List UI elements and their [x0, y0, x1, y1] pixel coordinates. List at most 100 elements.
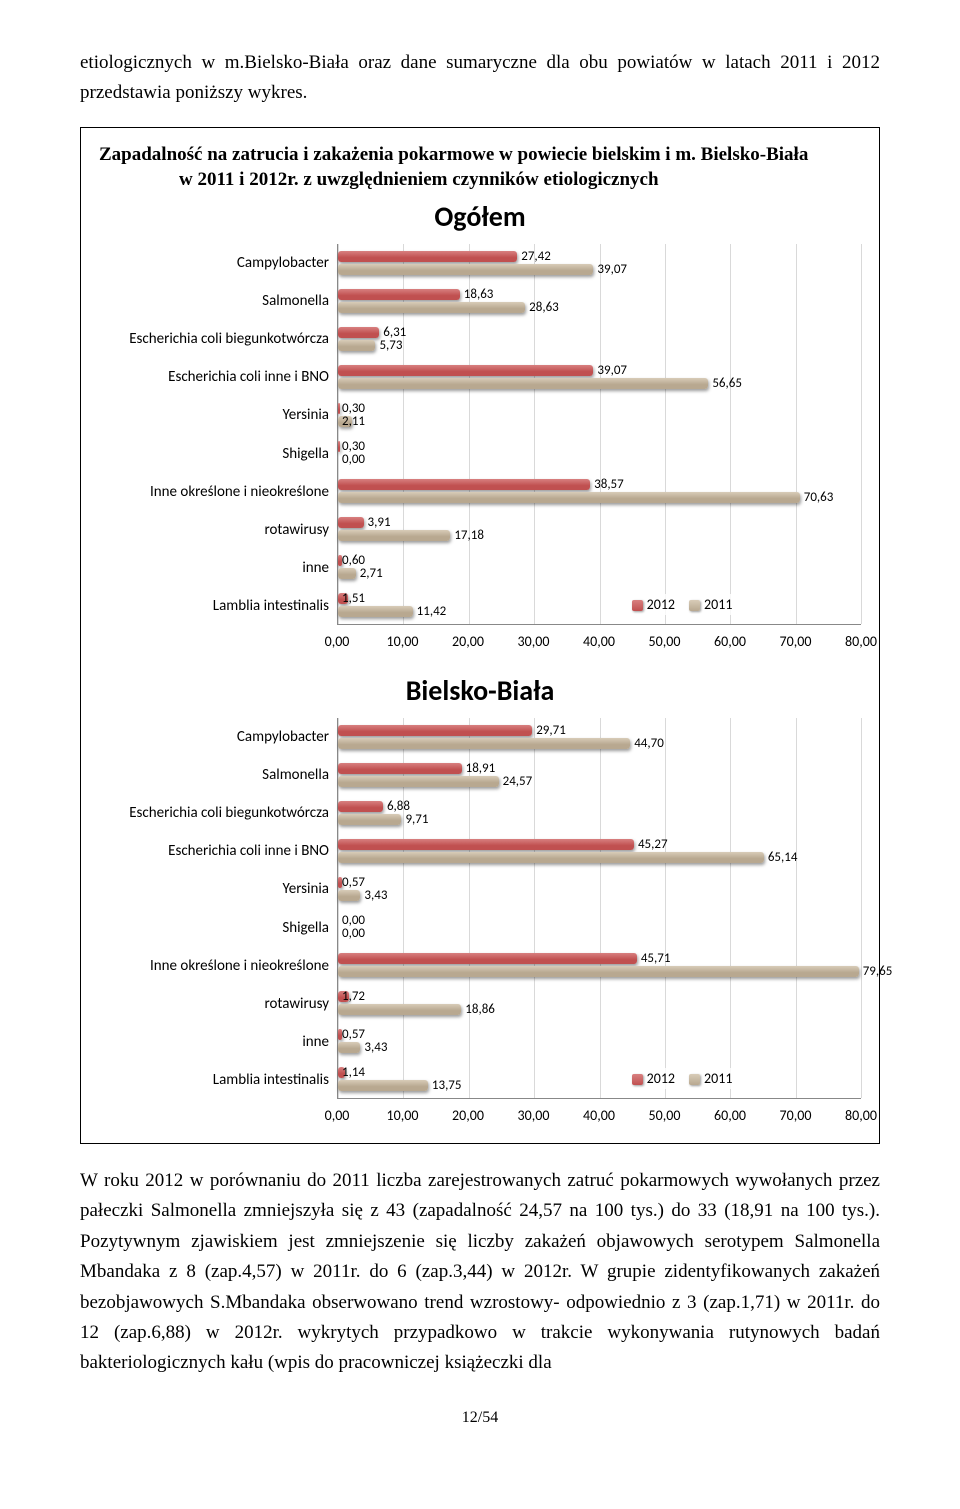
- category-label: Shigella: [99, 909, 329, 947]
- bar-value-label: 2,11: [342, 414, 365, 429]
- bar: 11,42: [338, 606, 413, 617]
- chart1-category-labels: CampylobacterSalmonellaEscherichia coli …: [99, 244, 337, 625]
- bar: 2,11: [338, 416, 352, 427]
- bar: 13,75: [338, 1080, 428, 1091]
- legend: 2012 2011: [626, 594, 739, 615]
- bar-group: 0,573,43: [338, 870, 861, 908]
- frame-title-line1: Zapadalność na zatrucia i zakażenia poka…: [99, 144, 808, 165]
- xtick-label: 80,00: [845, 1107, 877, 1124]
- chart2: CampylobacterSalmonellaEscherichia coli …: [99, 718, 861, 1099]
- bar-group: 0,300,00: [338, 434, 861, 472]
- bar: 45,27: [338, 839, 634, 850]
- category-label: Campylobacter: [99, 244, 329, 282]
- bar: 29,71: [338, 725, 532, 736]
- bar-group: 45,2765,14: [338, 832, 861, 870]
- bar-group: 0,57 3,43: [338, 1022, 861, 1060]
- bar-group: 45,7179,65: [338, 946, 861, 984]
- bar: 5,73: [338, 340, 375, 351]
- bar-value-label: 17,18: [454, 528, 484, 543]
- bar-group: 18,9124,57: [338, 756, 861, 794]
- bar-value-label: 2,71: [360, 566, 383, 581]
- bar: 65,14: [338, 852, 764, 863]
- chart1-xaxis: 0,0010,0020,0030,0040,0050,0060,0070,008…: [337, 633, 861, 655]
- bar-value-label: 11,42: [417, 604, 447, 619]
- xtick-label: 10,00: [387, 1107, 419, 1124]
- bar: 79,65: [338, 966, 859, 977]
- bar: 44,70: [338, 738, 630, 749]
- xtick-label: 40,00: [583, 633, 615, 650]
- bar: 6,31: [338, 327, 379, 338]
- bar-group: 0,000,00: [338, 908, 861, 946]
- bar: 39,07: [338, 365, 593, 376]
- xtick-label: 70,00: [780, 1107, 812, 1124]
- chart2-category-labels: CampylobacterSalmonellaEscherichia coli …: [99, 718, 337, 1099]
- bar-value-label: 79,65: [863, 964, 893, 979]
- legend-label: 2012: [647, 596, 675, 613]
- bar-group: 1,51 11,42: [338, 586, 861, 624]
- legend-swatch: [689, 600, 700, 611]
- xtick-label: 60,00: [714, 1107, 746, 1124]
- category-label: Lamblia intestinalis: [99, 1061, 329, 1099]
- bar-group: 27,4239,07: [338, 244, 861, 282]
- bar-group: 18,63 28,63: [338, 282, 861, 320]
- bar-group: 38,5770,63: [338, 472, 861, 510]
- bar: 18,63: [338, 289, 460, 300]
- xtick-label: 0,00: [325, 633, 350, 650]
- bar-value-label: 0,57: [342, 875, 365, 890]
- legend: 2012 2011: [626, 1068, 739, 1089]
- legend-label: 2012: [647, 1070, 675, 1087]
- bar-value-label: 45,27: [638, 837, 668, 852]
- bar-value-label: 1,14: [342, 1065, 365, 1080]
- category-label: Escherichia coli biegunkotwórcza: [99, 794, 329, 832]
- bars-container: 27,4239,0718,6328,636,315,7339,0756,650,…: [338, 244, 861, 624]
- chart-frame-title: Zapadalność na zatrucia i zakażenia poka…: [99, 142, 861, 193]
- bar: 0,57: [338, 1029, 342, 1040]
- bar: 1,72: [338, 991, 349, 1002]
- xtick-label: 10,00: [387, 633, 419, 650]
- gridline: [861, 244, 862, 624]
- page-number: 12/54: [80, 1409, 880, 1427]
- bar-value-label: 44,70: [634, 736, 664, 751]
- bar: 70,63: [338, 492, 800, 503]
- bar-value-label: 27,42: [521, 249, 551, 264]
- chart2-title: Bielsko-Biała: [99, 673, 861, 708]
- chart1: CampylobacterSalmonellaEscherichia coli …: [99, 244, 861, 625]
- bar-group: 6,88 9,71: [338, 794, 861, 832]
- xtick-label: 60,00: [714, 633, 746, 650]
- bar: 9,71: [338, 814, 401, 825]
- bar: 56,65: [338, 378, 708, 389]
- xtick-label: 40,00: [583, 1107, 615, 1124]
- bar: 2,71: [338, 568, 356, 579]
- bar: 39,07: [338, 264, 593, 275]
- bar-group: 0,302,11: [338, 396, 861, 434]
- chart1-plot-area: 27,4239,0718,6328,636,315,7339,0756,650,…: [337, 244, 861, 625]
- closing-paragraph: W roku 2012 w porównaniu do 2011 liczba …: [80, 1166, 880, 1379]
- category-label: rotawirusy: [99, 985, 329, 1023]
- legend-swatch: [689, 1074, 700, 1085]
- chart2-xaxis: 0,0010,0020,0030,0040,0050,0060,0070,008…: [337, 1107, 861, 1129]
- xtick-label: 70,00: [780, 633, 812, 650]
- bar-group: 1,1413,75: [338, 1060, 861, 1098]
- xtick-label: 20,00: [452, 633, 484, 650]
- bar: 0,30: [338, 441, 340, 452]
- bar: 1,51: [338, 593, 348, 604]
- category-label: Campylobacter: [99, 718, 329, 756]
- category-label: rotawirusy: [99, 511, 329, 549]
- legend-item: 2011: [689, 596, 732, 613]
- category-label: inne: [99, 549, 329, 587]
- bar-value-label: 5,73: [379, 338, 402, 353]
- bar-value-label: 56,65: [712, 376, 742, 391]
- bar: 6,88: [338, 801, 383, 812]
- bar: 28,63: [338, 302, 525, 313]
- bar-group: 0,602,71: [338, 548, 861, 586]
- bar-value-label: 24,57: [503, 774, 533, 789]
- xtick-label: 30,00: [518, 1107, 550, 1124]
- bar-value-label: 38,57: [594, 477, 624, 492]
- bar-value-label: 3,43: [364, 1040, 387, 1055]
- bars-container: 29,7144,7018,9124,576,889,7145,2765,140,…: [338, 718, 861, 1098]
- legend-swatch: [632, 600, 643, 611]
- legend-item: 2011: [689, 1070, 732, 1087]
- xtick-label: 50,00: [649, 1107, 681, 1124]
- bar-value-label: 3,91: [368, 515, 391, 530]
- bar: 1,14: [338, 1067, 345, 1078]
